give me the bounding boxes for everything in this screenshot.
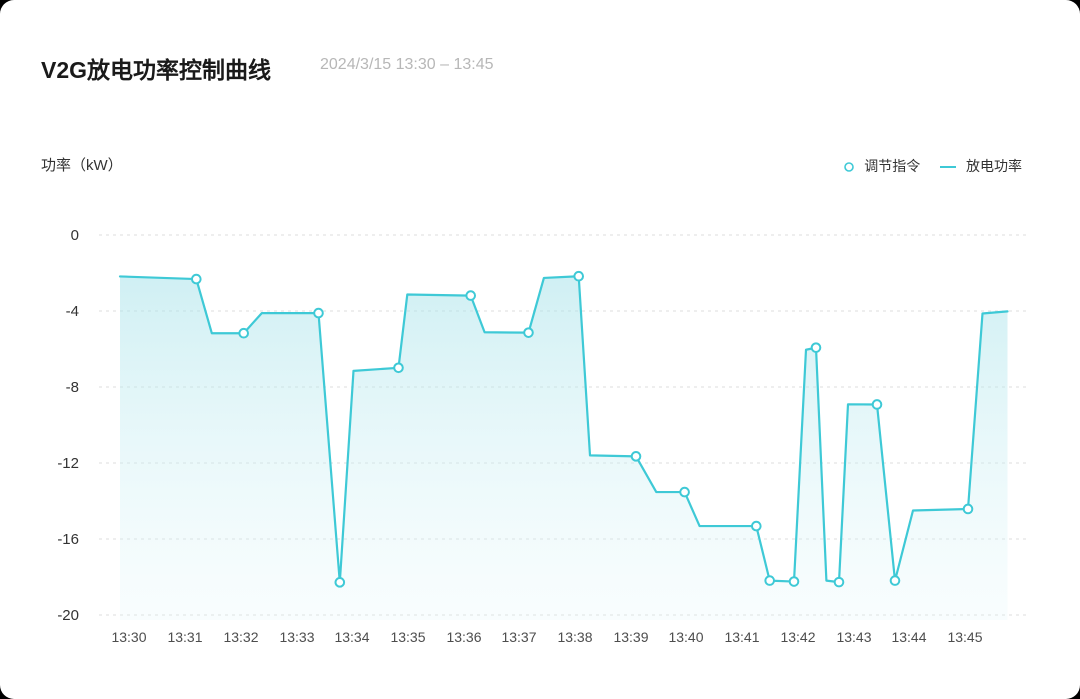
- svg-text:13:44: 13:44: [891, 629, 926, 645]
- svg-text:13:41: 13:41: [724, 629, 759, 645]
- svg-text:13:34: 13:34: [334, 629, 369, 645]
- svg-text:13:31: 13:31: [167, 629, 202, 645]
- svg-text:13:37: 13:37: [501, 629, 536, 645]
- svg-text:13:33: 13:33: [279, 629, 314, 645]
- svg-text:-20: -20: [57, 607, 79, 624]
- svg-text:13:36: 13:36: [446, 629, 481, 645]
- svg-text:13:45: 13:45: [947, 629, 982, 645]
- svg-text:0: 0: [71, 227, 79, 244]
- svg-text:-12: -12: [57, 455, 79, 472]
- svg-text:-8: -8: [66, 379, 79, 396]
- svg-text:13:32: 13:32: [223, 629, 258, 645]
- svg-text:13:43: 13:43: [836, 629, 871, 645]
- svg-text:-4: -4: [66, 303, 79, 320]
- svg-text:13:42: 13:42: [780, 629, 815, 645]
- svg-text:13:38: 13:38: [557, 629, 592, 645]
- svg-text:-16: -16: [57, 531, 79, 548]
- svg-text:13:39: 13:39: [613, 629, 648, 645]
- svg-text:13:35: 13:35: [390, 629, 425, 645]
- svg-text:13:30: 13:30: [111, 629, 146, 645]
- svg-text:13:40: 13:40: [668, 629, 703, 645]
